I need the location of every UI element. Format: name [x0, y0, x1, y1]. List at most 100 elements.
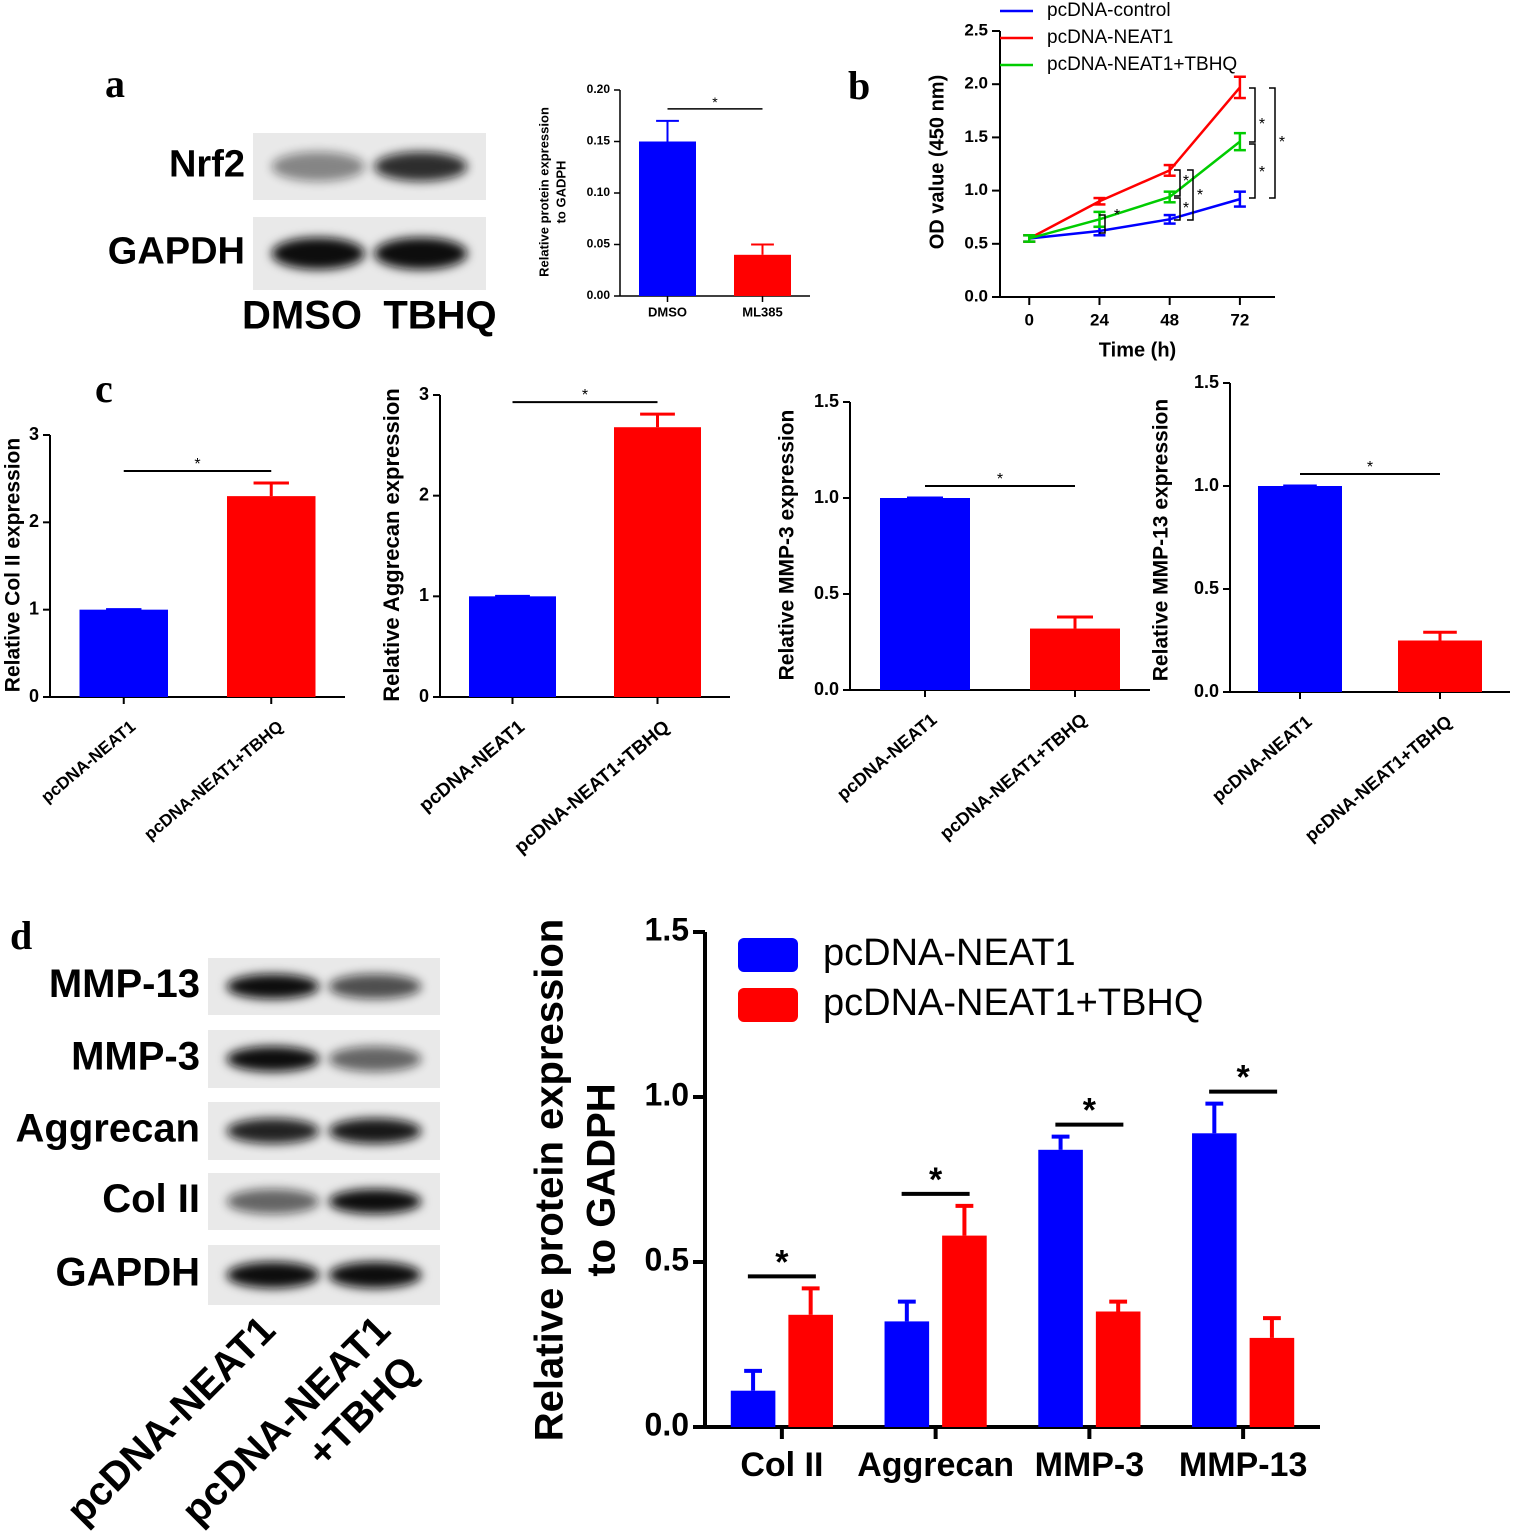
significance-star: *	[1259, 164, 1265, 181]
bar	[1030, 628, 1120, 690]
y-tick-label: 0.5	[645, 1241, 689, 1277]
y-tick-label: 3	[29, 424, 39, 444]
y-tick-label: 1.5	[645, 911, 689, 947]
bracket	[1174, 197, 1181, 221]
blot-band	[374, 237, 468, 270]
x-tick-label: ML385	[742, 304, 782, 319]
significance-star: *	[1367, 459, 1373, 476]
line	[1029, 197, 1241, 240]
blot-band	[374, 151, 468, 182]
x-tick-label: Col II	[740, 1446, 823, 1484]
y-tick-label: 1.0	[964, 180, 988, 199]
y-tick-label: 0.10	[587, 185, 611, 199]
blot-band	[328, 1261, 422, 1289]
blot-band	[328, 1188, 422, 1215]
significance-star: *	[1114, 207, 1120, 224]
y-axis-label: to GADPH	[553, 161, 568, 224]
y-tick-label: 0.0	[1194, 681, 1219, 701]
blot-band	[226, 1046, 320, 1072]
y-axis-label: Relative Col II expression	[2, 438, 25, 692]
bar	[639, 141, 696, 296]
blot-band	[328, 973, 422, 1000]
significance-star: *	[194, 456, 200, 473]
bracket	[1249, 143, 1256, 199]
y-tick-label: 0.15	[587, 134, 611, 148]
bar	[1249, 1337, 1295, 1427]
significance-star: *	[1237, 1059, 1251, 1097]
y-tick-label: 1.0	[1194, 475, 1219, 495]
y-tick-label: 2	[419, 484, 429, 504]
x-axis-label: Time (h)	[1099, 339, 1176, 361]
x-tick-label: MMP-13	[1179, 1446, 1307, 1484]
bar	[614, 427, 701, 697]
bar	[79, 609, 168, 697]
y-tick-label: 0.5	[1194, 578, 1219, 598]
y-tick-label: 0	[29, 686, 39, 706]
blot-band	[271, 237, 365, 270]
y-axis-label: Relative MMP-13 expression	[1150, 399, 1173, 681]
bar	[730, 1390, 776, 1427]
y-tick-label: 1	[419, 585, 429, 605]
significance-star: *	[1259, 116, 1265, 133]
significance-star: *	[997, 471, 1003, 488]
y-tick-label: 2	[29, 511, 39, 531]
significance-star: *	[929, 1161, 943, 1199]
y-tick-label: 0.0	[645, 1406, 689, 1442]
blot-band	[226, 1188, 320, 1215]
x-tick-label: 72	[1230, 310, 1249, 329]
legend-swatch	[738, 938, 798, 972]
y-axis-label: OD value (450 nm)	[926, 75, 948, 250]
y-tick-label: 1.5	[814, 391, 839, 411]
panel-label: a	[105, 61, 125, 106]
bracket	[1269, 87, 1276, 199]
blot-lane-label: DMSO	[242, 294, 362, 338]
bar	[1398, 640, 1482, 692]
x-tick-label: 0	[1025, 310, 1034, 329]
significance-star: *	[1083, 1092, 1097, 1130]
y-tick-label: 1.0	[645, 1076, 689, 1112]
significance-star: *	[1183, 173, 1189, 190]
bar	[788, 1314, 833, 1427]
x-tick-label: MMP-3	[1035, 1446, 1145, 1484]
y-tick-label: 1	[29, 598, 39, 618]
y-tick-label: 0.0	[814, 679, 839, 699]
panel-label: c	[95, 366, 113, 411]
y-axis-label: Relative Aggrecan expression	[379, 388, 404, 701]
y-tick-label: 0.5	[814, 583, 839, 603]
bar	[734, 254, 791, 296]
y-tick-label: 1.5	[964, 127, 988, 146]
bracket	[1249, 87, 1256, 143]
legend-label: pcDNA-NEAT1	[1047, 27, 1173, 48]
bar	[1038, 1149, 1083, 1427]
significance-star: *	[1279, 134, 1285, 151]
blot-row-label: Nrf2	[169, 144, 245, 186]
bar	[880, 498, 970, 690]
y-tick-label: 2.0	[964, 74, 988, 93]
bar	[942, 1235, 987, 1427]
y-tick-label: 0.0	[964, 286, 988, 305]
bracket	[1187, 169, 1194, 221]
bar	[1192, 1133, 1237, 1427]
blot-band	[226, 1261, 320, 1289]
y-tick-label: 2.5	[964, 20, 988, 39]
y-tick-label: 0.00	[587, 288, 611, 302]
blot-lane-label: TBHQ	[383, 294, 496, 338]
panel-label: d	[10, 913, 32, 958]
y-axis-label: Relative protein expression	[528, 919, 572, 1441]
legend-label: pcDNA-control	[1047, 0, 1171, 21]
bracket	[1174, 169, 1181, 197]
bar	[469, 596, 556, 697]
x-tick-label: Aggrecan	[857, 1446, 1014, 1484]
legend-label: pcDNA-NEAT1+TBHQ	[823, 982, 1203, 1024]
blot-row-label: Aggrecan	[16, 1107, 201, 1151]
legend-label: pcDNA-NEAT1	[823, 932, 1076, 974]
blot-row-label: MMP-13	[49, 962, 200, 1006]
x-tick-label: 24	[1090, 310, 1109, 329]
x-tick-label: 48	[1160, 310, 1179, 329]
blot-row-label: MMP-3	[71, 1035, 200, 1079]
legend-swatch	[738, 988, 798, 1022]
significance-star: *	[1197, 187, 1203, 204]
bar	[884, 1321, 930, 1427]
